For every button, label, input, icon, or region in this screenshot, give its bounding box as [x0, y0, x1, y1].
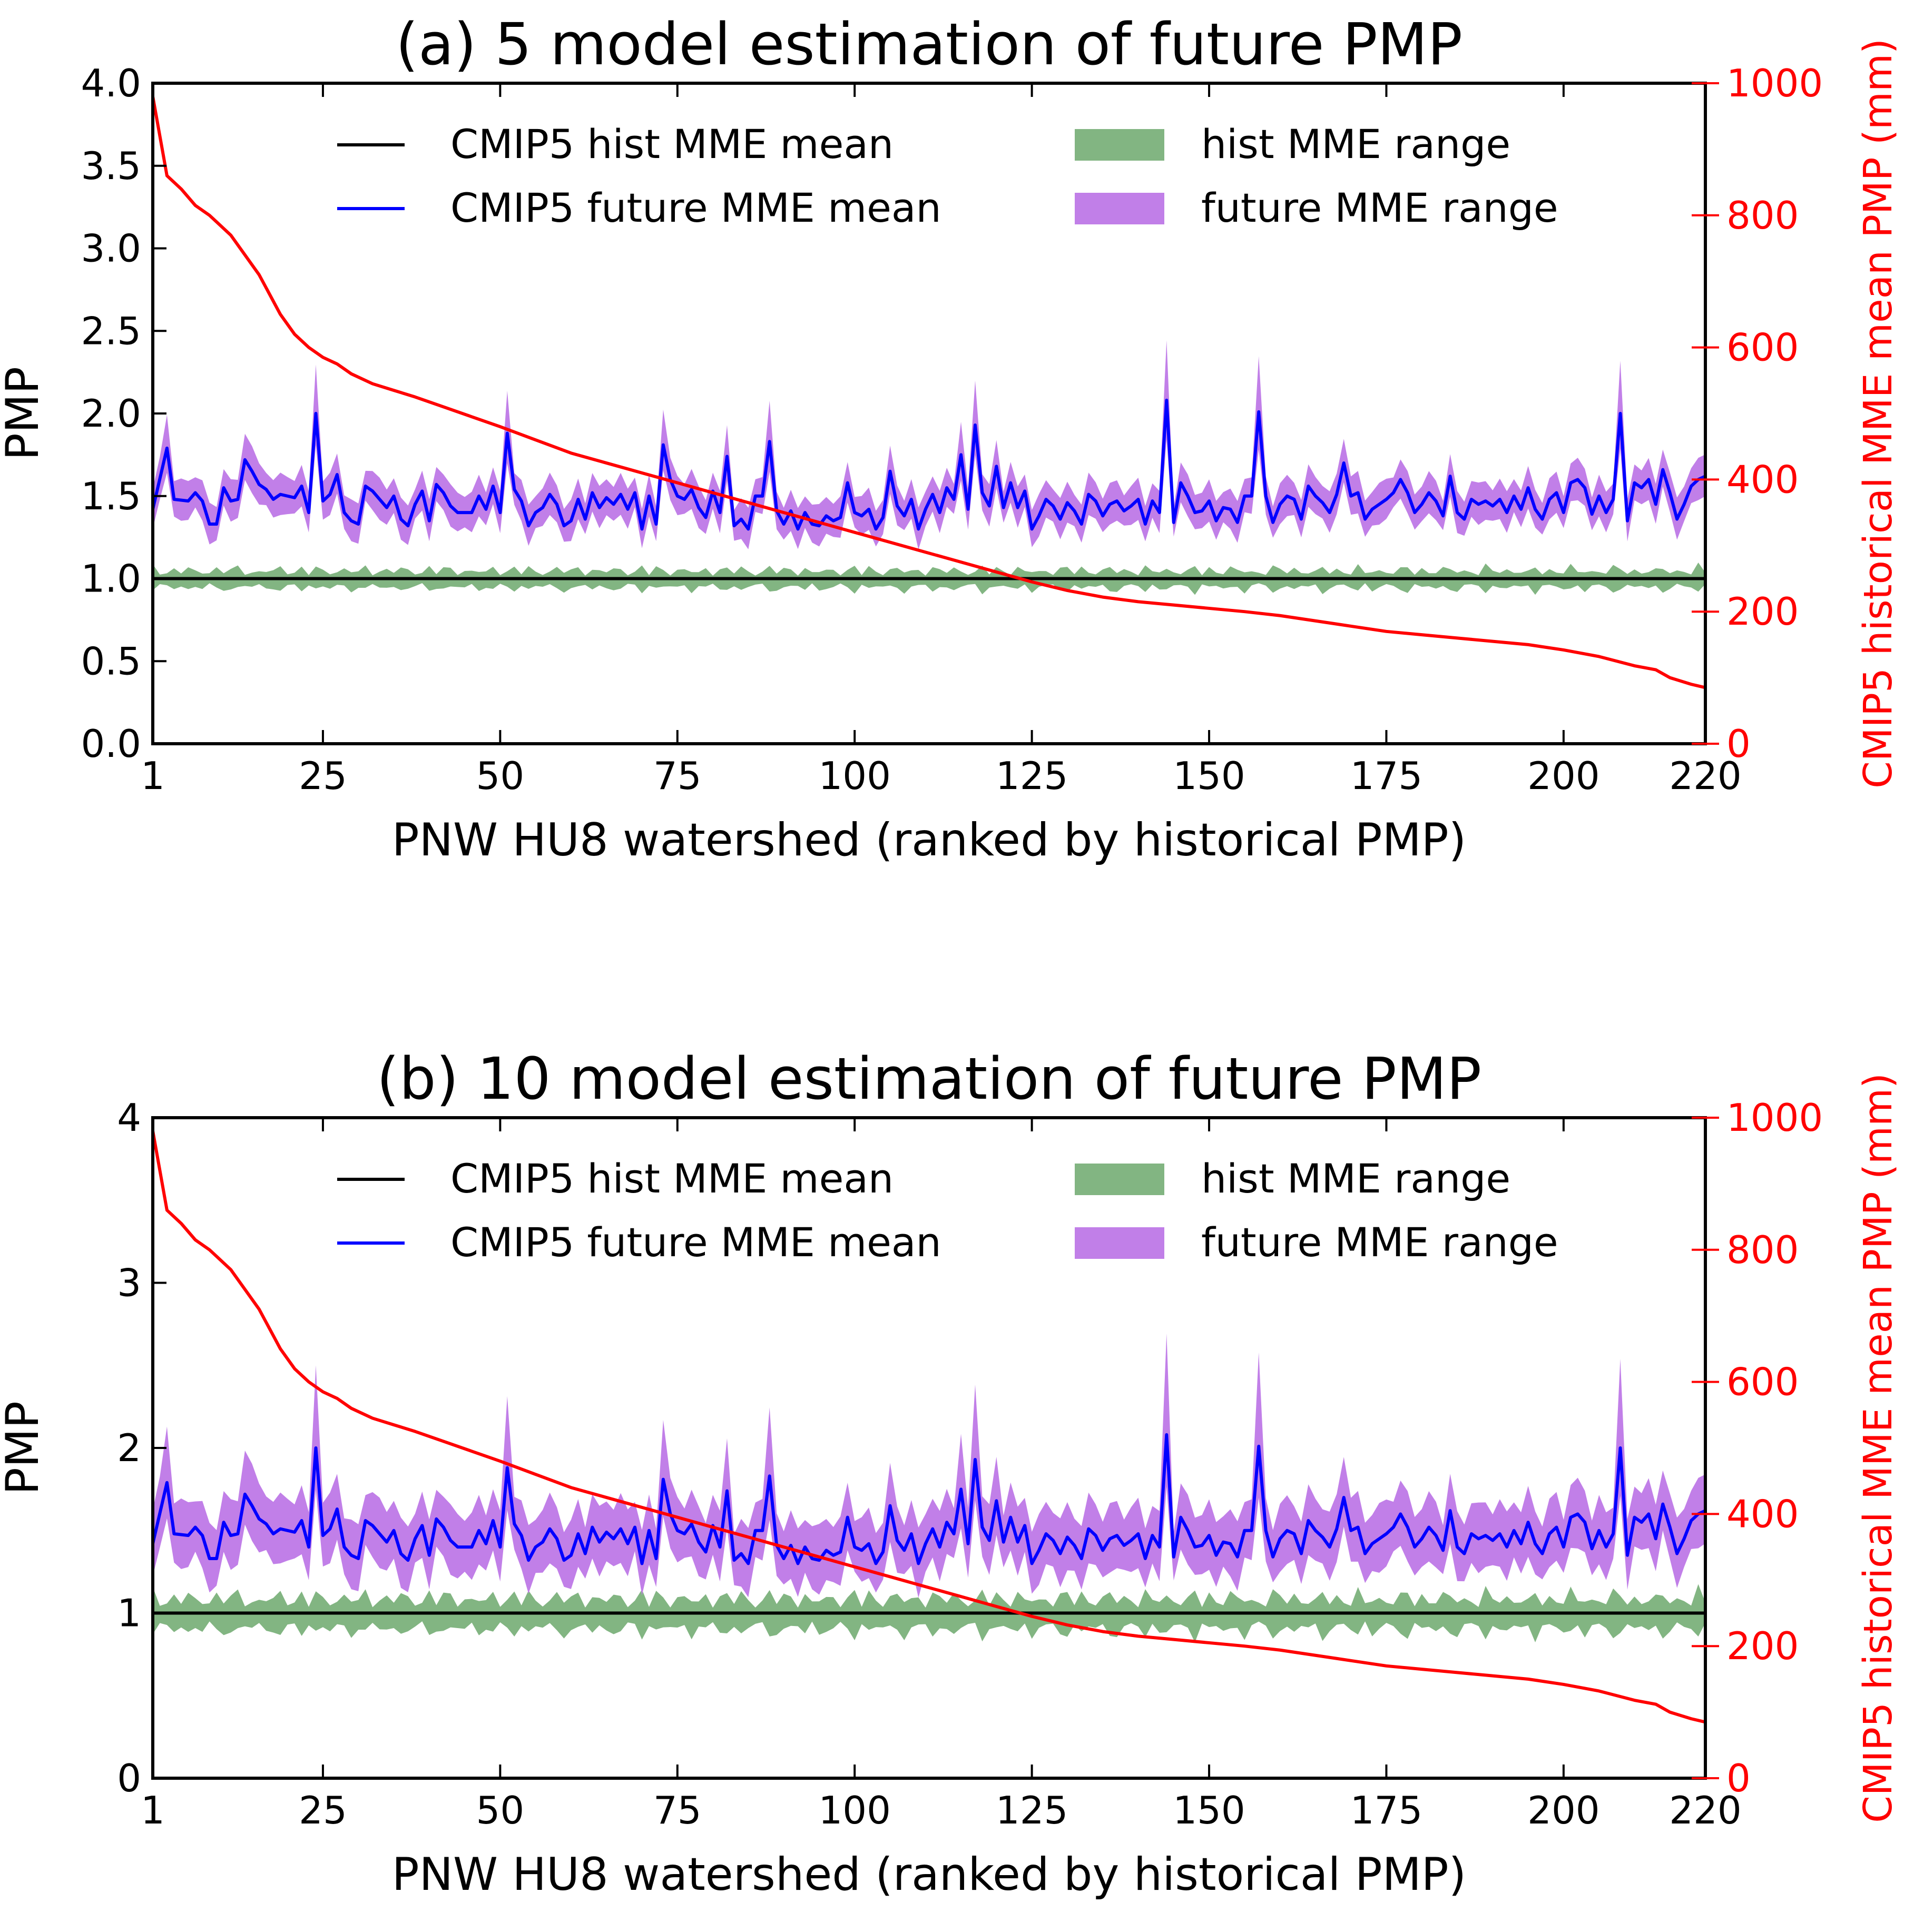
- y2-tick-label: 400: [1726, 1492, 1799, 1536]
- legend-hist-mean-label: CMIP5 hist MME mean: [450, 1155, 894, 1202]
- y-tick-label: 1.0: [81, 557, 141, 601]
- legend-future-mean-label: CMIP5 future MME mean: [450, 184, 941, 231]
- legend-hist-mean-label: CMIP5 hist MME mean: [450, 121, 894, 167]
- legend-future-range-swatch: [1075, 1227, 1164, 1259]
- legend-hist-range-label: hist MME range: [1201, 1155, 1510, 1202]
- y-tick-label: 4.0: [81, 61, 141, 105]
- y-axis-label: PMP: [0, 1401, 49, 1495]
- x-tick-label: 50: [476, 754, 525, 798]
- legend-future-mean-label: CMIP5 future MME mean: [450, 1219, 941, 1266]
- legend-future-range-label: future MME range: [1201, 1219, 1558, 1266]
- x-tick-label: 175: [1350, 754, 1422, 798]
- y-tick-label: 2.5: [81, 309, 141, 353]
- y-tick-label: 0.5: [81, 639, 141, 683]
- legend-future-range-swatch: [1075, 193, 1164, 224]
- y2-tick-label: 200: [1726, 589, 1799, 634]
- y2-tick-label: 1000: [1726, 61, 1823, 105]
- y2-tick-label: 1000: [1726, 1096, 1823, 1140]
- chart-title: (a) 5 model estimation of future PMP: [396, 11, 1463, 78]
- x-tick-label: 125: [996, 1788, 1068, 1832]
- legend: CMIP5 hist MME mean CMIP5 future MME mean…: [337, 1155, 1558, 1266]
- y-tick-label: 0.0: [81, 722, 141, 766]
- x-tick-label: 150: [1173, 754, 1245, 798]
- x-tick-label: 100: [818, 754, 890, 798]
- y2-tick-label: 600: [1726, 326, 1799, 370]
- y-tick-label: 2.0: [81, 391, 141, 436]
- y-tick-label: 3.5: [81, 144, 141, 188]
- legend: CMIP5 hist MME mean CMIP5 future MME mean…: [337, 121, 1558, 231]
- y2-tick-label: 0: [1726, 1756, 1751, 1800]
- y-tick-label: 4: [117, 1096, 141, 1140]
- legend-future-range-label: future MME range: [1201, 184, 1558, 231]
- x-tick-label: 75: [653, 754, 702, 798]
- x-tick-label: 25: [299, 754, 347, 798]
- chart-title: (b) 10 model estimation of future PMP: [377, 1045, 1481, 1112]
- legend-hist-range-swatch: [1075, 1164, 1164, 1195]
- x-tick-label: 200: [1527, 1788, 1599, 1832]
- x-tick-label: 75: [653, 1788, 702, 1832]
- x-tick-label: 125: [996, 754, 1068, 798]
- y2-tick-label: 400: [1726, 457, 1799, 501]
- panel-b: 1 25 50 75 100 125 150 175 200 220012340200400600…: [0, 1045, 1901, 1901]
- x-tick-label: 100: [818, 1788, 890, 1832]
- y-tick-label: 3: [117, 1261, 141, 1305]
- panel-a: 1 25 50 75 100 125 150 175 200 2200.00.51.01.52.0…: [0, 11, 1901, 866]
- y-tick-label: 1.5: [81, 474, 141, 518]
- x-tick-label: 220: [1669, 754, 1741, 798]
- x-tick-label: 175: [1350, 1788, 1422, 1832]
- x-tick-label: 50: [476, 1788, 525, 1832]
- y2-tick-label: 600: [1726, 1360, 1799, 1404]
- x-tick-label: 200: [1527, 754, 1599, 798]
- y-tick-label: 1: [117, 1591, 141, 1635]
- legend-hist-range-label: hist MME range: [1201, 121, 1510, 167]
- y-tick-label: 3.0: [81, 226, 141, 271]
- x-tick-label: 25: [299, 1788, 347, 1832]
- future-mean-line: [151, 1433, 1706, 1565]
- future-mean-line: [151, 398, 1706, 531]
- x-tick-label: 1: [141, 754, 165, 798]
- y2-axis-label: CMIP5 historical MME mean PMP (mm): [1856, 1073, 1901, 1823]
- y2-axis-label: CMIP5 historical MME mean PMP (mm): [1856, 38, 1901, 788]
- legend-hist-range-swatch: [1075, 129, 1164, 161]
- x-tick-label: 150: [1173, 1788, 1245, 1832]
- historical-pmp-line: [151, 1130, 1706, 1724]
- x-tick-label: 1: [141, 1788, 165, 1832]
- x-axis-label: PNW HU8 watershed (ranked by historical …: [392, 1848, 1466, 1901]
- y2-tick-label: 800: [1726, 193, 1799, 238]
- y2-tick-label: 800: [1726, 1228, 1799, 1272]
- y-tick-label: 2: [117, 1426, 141, 1470]
- x-tick-label: 220: [1669, 1788, 1741, 1832]
- y2-tick-label: 0: [1726, 722, 1751, 766]
- x-axis-label: PNW HU8 watershed (ranked by historical …: [392, 814, 1466, 866]
- y-axis-label: PMP: [0, 367, 49, 460]
- historical-pmp-line: [151, 96, 1706, 689]
- y2-tick-label: 200: [1726, 1624, 1799, 1668]
- y-tick-label: 0: [117, 1756, 141, 1800]
